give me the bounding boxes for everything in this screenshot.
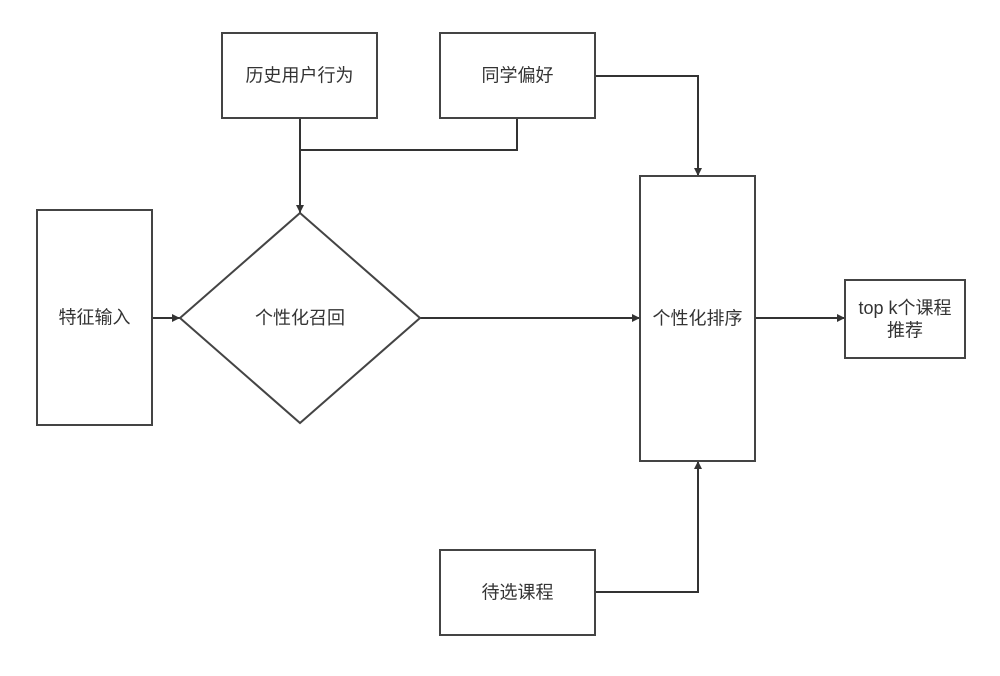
node-topk_output: top k个课程推荐: [845, 280, 965, 358]
node-personalized_recall: 个性化召回: [180, 213, 420, 423]
node-label: 个性化排序: [653, 309, 743, 329]
node-label: 同学偏好: [482, 66, 554, 86]
node-history_behavior: 历史用户行为: [222, 33, 377, 118]
node-feature_input: 特征输入: [37, 210, 152, 425]
node-label: 推荐: [887, 320, 923, 340]
node-label: 历史用户行为: [246, 66, 354, 86]
node-label: 特征输入: [59, 308, 131, 328]
node-label: 个性化召回: [255, 308, 345, 328]
flowchart-canvas: 特征输入 历史用户行为 同学偏好个性化召回 个性化排序待选课程 top k个课程推荐: [0, 0, 1000, 676]
node-label: 待选课程: [482, 583, 554, 603]
node-personalized_rank: 个性化排序: [640, 176, 755, 461]
node-peer_preference: 同学偏好: [440, 33, 595, 118]
node-label: top k个课程: [858, 298, 951, 318]
node-candidate_courses: 待选课程: [440, 550, 595, 635]
